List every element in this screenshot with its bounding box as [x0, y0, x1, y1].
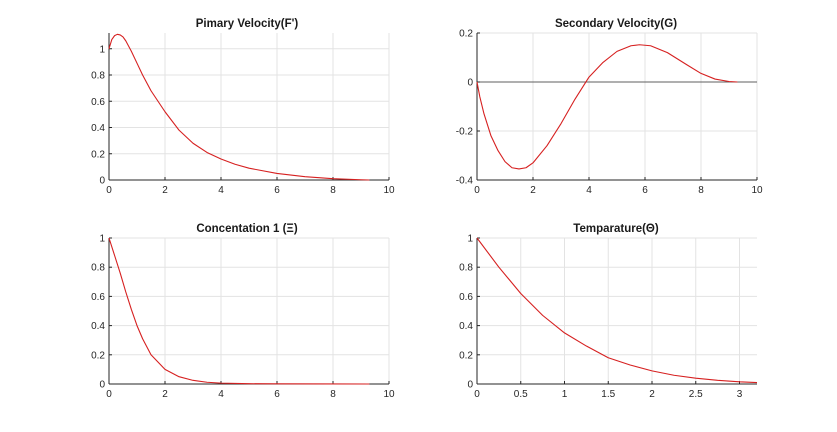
y-tick-label: 0.2	[459, 29, 473, 40]
y-tick-label: 0.8	[459, 263, 473, 274]
y-tick-label: 0.6	[91, 97, 105, 108]
x-tick-label: 8	[698, 185, 704, 196]
y-tick-label: -0.2	[456, 127, 474, 138]
series-line	[476, 44, 738, 170]
y-tick-label: 1	[99, 234, 105, 245]
subplot-temperature: Temparature(Θ) 0 0.5 1 1.5 2 2.5 3 0 0.2 0.4 0.6 0.…	[459, 223, 758, 400]
series-line	[108, 33, 370, 181]
x-tick-label: 10	[383, 185, 395, 196]
x-tick-label: 2.5	[689, 389, 703, 400]
x-tick-label: 8	[330, 185, 336, 196]
x-tick-label: 2	[162, 185, 168, 196]
y-tick-label: 0.2	[91, 149, 105, 160]
x-tick-label: 0	[474, 389, 480, 400]
y-tick-label: 0.8	[91, 71, 105, 82]
x-tick-label: 0	[106, 389, 112, 400]
y-tick-label: 0	[467, 78, 473, 89]
x-tick-label: 6	[274, 185, 280, 196]
x-tick-label: 2	[162, 389, 168, 400]
x-tick-label: 0	[106, 185, 112, 196]
x-tick-label: 6	[642, 185, 648, 196]
x-tick-label: 4	[218, 389, 224, 400]
x-tick-label: 6	[274, 389, 280, 400]
series-line	[108, 237, 370, 385]
subplot-title: Concentation 1 (Ξ)	[196, 223, 297, 235]
y-tick-label: 0.4	[459, 321, 473, 332]
x-tick-label: 0	[474, 185, 480, 196]
x-tick-label: 8	[330, 389, 336, 400]
subplot-title: Temparature(Θ)	[573, 223, 659, 235]
y-tick-label: 0.2	[459, 350, 473, 361]
x-tick-label: 10	[751, 185, 763, 196]
y-tick-label: 0.6	[459, 292, 473, 303]
y-tick-label: -0.4	[456, 176, 474, 187]
series-line	[476, 237, 758, 384]
y-tick-label: 1	[467, 234, 473, 245]
x-tick-label: 2	[649, 389, 655, 400]
y-tick-label: 0.4	[91, 123, 105, 134]
y-tick-label: 0	[99, 176, 105, 187]
y-tick-label: 0.4	[91, 321, 105, 332]
x-tick-label: 3	[737, 389, 743, 400]
y-tick-label: 0.6	[91, 292, 105, 303]
subplot-secondary-velocity: Secondary Velocity(G) 0 2 4 6 8 10 -0.4 -0.2 0 0.…	[456, 18, 763, 196]
plot-area	[109, 33, 389, 180]
plot-area	[477, 33, 757, 180]
x-tick-label: 1	[562, 389, 568, 400]
y-tick-label: 1	[99, 44, 105, 55]
subplot-title: Secondary Velocity(G)	[555, 18, 677, 30]
x-tick-label: 1.5	[601, 389, 615, 400]
y-tick-label: 0	[467, 380, 473, 391]
plot-area	[477, 238, 757, 384]
y-tick-label: 0.8	[91, 263, 105, 274]
x-tick-label: 10	[383, 389, 395, 400]
subplot-concentration: Concentation 1 (Ξ) 0 2 4 6 8 10 0 0.2 0.4 0.6 0.8 1	[91, 223, 395, 400]
subplot-title: Pimary Velocity(F')	[196, 18, 299, 30]
x-tick-label: 4	[586, 185, 592, 196]
subplot-primary-velocity: Pimary Velocity(F') 0 2 4 6 8 10 0 0.2 0.4 0.6 0.8…	[91, 18, 395, 196]
plot-area	[109, 238, 389, 384]
y-tick-label: 0.2	[91, 350, 105, 361]
x-tick-label: 4	[218, 185, 224, 196]
x-tick-label: 2	[530, 185, 536, 196]
y-tick-label: 0	[99, 380, 105, 391]
x-tick-label: 0.5	[514, 389, 528, 400]
